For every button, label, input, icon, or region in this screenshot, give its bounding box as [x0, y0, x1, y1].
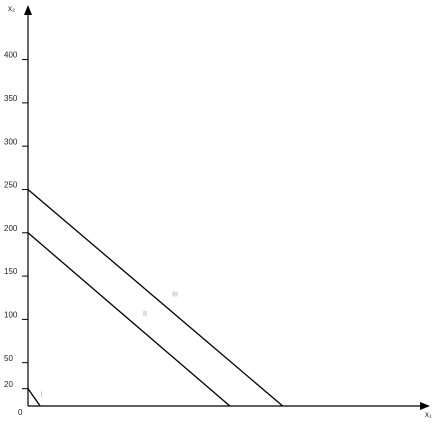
line-label: III: [172, 291, 178, 298]
y-tick-label: 350: [4, 94, 18, 103]
line-label: II: [143, 311, 147, 318]
y-tick-label: 100: [4, 311, 18, 320]
series-line: [27, 188, 284, 407]
line-label: I: [40, 392, 42, 399]
y-axis-label: x₂: [8, 4, 15, 13]
y-tick-label: 400: [4, 51, 18, 60]
y-tick-label: 250: [4, 181, 18, 190]
y-axis-arrow: [24, 5, 32, 15]
series-line: [27, 388, 41, 407]
y-tick-label: 300: [4, 137, 18, 146]
origin-label: 0: [18, 408, 23, 417]
x-axis-label: x₁: [425, 410, 432, 419]
y-tick-label: 50: [4, 354, 13, 363]
y-tick-label: 20: [4, 380, 13, 389]
x-axis-arrow: [420, 402, 430, 410]
y-tick-label: 150: [4, 267, 18, 276]
series-line: [27, 232, 231, 407]
y-tick-label: 200: [4, 224, 18, 233]
